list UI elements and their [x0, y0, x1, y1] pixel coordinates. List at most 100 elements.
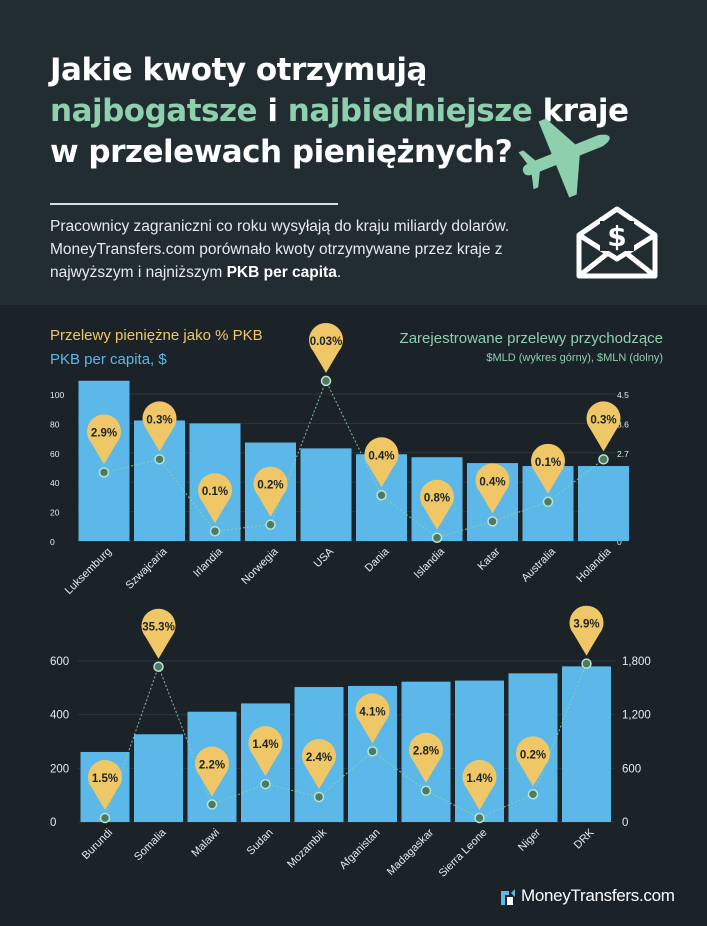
chart-poorest-inflow-point	[206, 799, 218, 810]
chart-poorest-inflow-point	[153, 661, 164, 672]
title-highlight-richest: najbogatsze	[50, 93, 258, 129]
chart-richest-pin	[253, 466, 288, 517]
chart-richest-inflow-point	[542, 496, 554, 508]
title-highlight-poorest: najbiedniejsze	[287, 93, 533, 129]
chart-poorest-inflow-point	[313, 791, 325, 803]
chart-poorest-pin	[195, 746, 229, 797]
title-part-1: Jakie kwoty otrzymują	[50, 52, 427, 88]
chart-richest-ytick-left: 40	[50, 478, 60, 488]
chart-richest-pin	[364, 437, 399, 488]
legend-remittance-percent: Przelewy pieniężne jako % PKB	[50, 327, 263, 344]
chart-richest-ytick-right: 3.6	[617, 419, 629, 429]
chart-poorest-category-label: Sudan	[245, 827, 276, 858]
title-part-2: kraje	[542, 93, 629, 129]
chart-poorest-inflow-point	[420, 785, 432, 796]
chart-richest-pin-label: 0.1%	[202, 486, 228, 498]
chart-richest-pin	[420, 479, 454, 530]
chart-poorest-category-label: Madagaskar	[385, 826, 437, 878]
chart-richest-pin-label: 0.03%	[310, 336, 343, 348]
intro-end: .	[336, 264, 342, 281]
chart-poorest-pin-label: 1.4%	[252, 739, 278, 751]
chart-poorest-inflow-point	[474, 812, 485, 824]
intro-bold: PKB per capita	[226, 264, 337, 281]
chart-richest-category-label: Islandia	[412, 545, 448, 581]
chart-poorest-pin	[355, 693, 390, 744]
chart-richest-inflow-point	[487, 516, 498, 527]
title-mid: i	[267, 93, 278, 129]
chart-richest-category-label: Katar	[476, 545, 503, 572]
chart-poorest-pin	[569, 605, 604, 656]
svg-text:$: $	[607, 220, 626, 253]
chart-poorest-ytick-left: 200	[50, 763, 69, 775]
chart-richest-pin	[530, 443, 565, 494]
chart-poorest-bar	[134, 734, 183, 822]
chart-richest-pin	[197, 473, 232, 524]
chart-poorest-ytick-right: 600	[622, 763, 641, 775]
chart-richest-pin-label: 2.9%	[91, 427, 117, 439]
chart-poorest-inflow-point	[581, 658, 592, 669]
chart-poorest-pin-label: 35.3%	[142, 622, 175, 634]
chart-poorest-pin	[408, 732, 443, 783]
chart-richest-category-label: Norwegia	[239, 545, 281, 587]
chart-poorest-inflow-point	[99, 812, 111, 824]
chart-poorest-pin-label: 2.2%	[199, 759, 225, 771]
chart-richest-pin	[475, 463, 510, 514]
chart-poorest-pin	[88, 760, 122, 810]
chart-poorest-pin	[248, 726, 283, 777]
legend-inflow-units: $MLD (wykres górny), $MLN (dolny)	[486, 352, 663, 364]
chart-richest-pin	[309, 322, 343, 373]
chart-richest-pin-label: 0.2%	[257, 480, 283, 492]
chart-poorest-pin-label: 1.5%	[92, 773, 118, 785]
chart-richest-ytick-right: 2.7	[617, 449, 629, 459]
chart-poorest-pin-label: 4.1%	[359, 706, 385, 718]
chart-poorest-ytick-right: 0	[622, 817, 628, 829]
chart-poorest-category-label: Burundi	[80, 827, 115, 862]
chart-poorest-pin	[516, 736, 550, 787]
chart-poorest-pin-label: 2.8%	[413, 746, 439, 758]
chart-poorest-pin	[462, 760, 497, 810]
title-line-3: w przelewach pieniężnych?	[50, 134, 513, 170]
envelope-dollar-icon: $	[576, 206, 658, 279]
moneytransfers-logo-icon	[501, 889, 515, 905]
chart-richest-category-label: Szwajcaria	[124, 545, 171, 592]
chart-poorest-ytick-right: 1,800	[622, 656, 651, 668]
chart-poorest-pin-label: 1.4%	[466, 773, 492, 785]
chart-richest-ytick-right: 0	[617, 537, 622, 547]
chart-richest-category-label: USA	[312, 545, 337, 570]
chart-richest-ytick-left: 20	[50, 508, 60, 518]
intro-text: Pracownicy zagraniczni co roku wysyłają …	[50, 218, 510, 281]
chart-richest-ytick-left: 80	[50, 419, 60, 429]
brand-name: MoneyTransfers.com	[521, 886, 675, 905]
airplane-icon	[518, 118, 610, 198]
chart-richest-pin	[586, 401, 621, 452]
chart-richest-inflow-point	[265, 519, 276, 530]
chart-poorest-category-label: Afganistan	[337, 827, 382, 872]
chart-richest-inflow-point	[376, 490, 387, 501]
chart-richest-pin-label: 0.3%	[146, 414, 172, 426]
chart-poorest-category-label: Mozambik	[285, 826, 329, 870]
chart-poorest-category-label: Niger	[516, 826, 543, 853]
chart-richest-inflow-point	[209, 525, 221, 537]
chart-poorest-pin-label: 2.4%	[306, 752, 332, 764]
chart-richest-inflow-point	[98, 467, 110, 478]
chart-richest-bar	[300, 448, 352, 541]
chart-poorest-ytick-right: 1,200	[622, 710, 651, 722]
chart-poorest-ytick-left: 0	[50, 817, 56, 829]
chart-poorest-category-label: Somalia	[132, 826, 169, 863]
page-title: Jakie kwoty otrzymują najbogatsze i najb…	[50, 50, 670, 173]
legend-gdp-per-capita: PKB per capita, $	[50, 351, 167, 368]
chart-richest-ytick-left: 0	[50, 537, 55, 547]
chart-richest-pin	[142, 401, 177, 452]
chart-poorest-pin-label: 0.2%	[520, 749, 546, 761]
legend-registered-inflows: Zarejestrowane przelewy przychodzące	[399, 330, 663, 347]
chart-richest-inflow-point	[598, 454, 609, 465]
chart-richest-pin-label: 0.3%	[590, 414, 616, 426]
chart-poorest-category-label: DRK	[572, 826, 597, 851]
chart-richest-inflow-point	[431, 532, 443, 543]
chart-poorest-inflow-point	[367, 746, 378, 757]
chart-richest-inflow-point	[320, 375, 332, 387]
chart-richest-inflow-point	[154, 454, 165, 465]
chart-richest-pin-label: 0.4%	[368, 450, 394, 462]
chart-richest-category-label: Holandia	[574, 545, 614, 585]
chart-poorest-pin-label: 3.9%	[573, 619, 599, 631]
